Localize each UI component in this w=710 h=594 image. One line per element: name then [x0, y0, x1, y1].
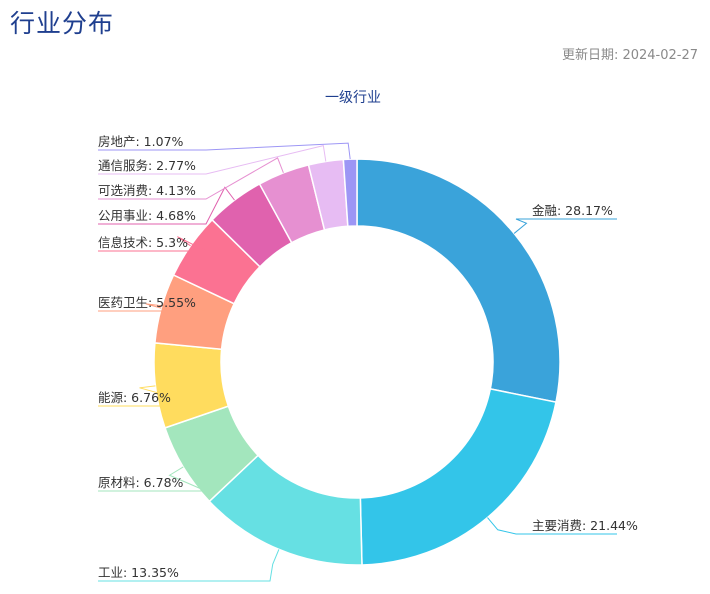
label-10: 房地产: 1.07%: [98, 134, 184, 149]
leader-line-10: [98, 142, 351, 160]
label-8: 可选消费: 4.13%: [98, 183, 196, 198]
page-title: 行业分布: [10, 9, 115, 38]
label-5: 医药卫生: 5.55%: [98, 295, 196, 310]
label-0: 金融: 28.17%: [532, 203, 613, 218]
label-6: 信息技术: 5.3%: [98, 235, 188, 250]
slice-1[interactable]: [359, 388, 557, 566]
leader-line-3: [98, 466, 207, 492]
leader-line-9: [98, 144, 327, 175]
leader-line-2: [98, 549, 280, 582]
leader-line-5: [98, 303, 207, 312]
labels-group: 金融: 28.17% 主要消费: 21.44% 工业: 13.35% 原材料: 6.7…: [98, 134, 638, 580]
leader-line-1: [487, 517, 617, 535]
leader-lines-group: [98, 142, 617, 582]
leader-line-7: [98, 186, 235, 225]
label-9: 通信服务: 2.77%: [98, 158, 196, 173]
label-7: 公用事业: 4.68%: [98, 208, 196, 223]
leader-line-4: [98, 385, 207, 407]
leader-line-8: [98, 157, 284, 200]
update-date: 更新日期: 2024-02-27: [561, 48, 698, 63]
leader-line-6: [98, 236, 207, 252]
label-3: 原材料: 6.78%: [98, 475, 184, 490]
slices-group: [153, 158, 561, 566]
label-4: 能源: 6.76%: [98, 390, 171, 405]
label-1: 主要消费: 21.44%: [532, 518, 638, 533]
leader-line-0: [513, 218, 617, 234]
slice-0[interactable]: [356, 158, 561, 404]
label-2: 工业: 13.35%: [98, 565, 179, 580]
chart-title: 一级行业: [325, 90, 381, 106]
slice-10[interactable]: [342, 158, 358, 228]
